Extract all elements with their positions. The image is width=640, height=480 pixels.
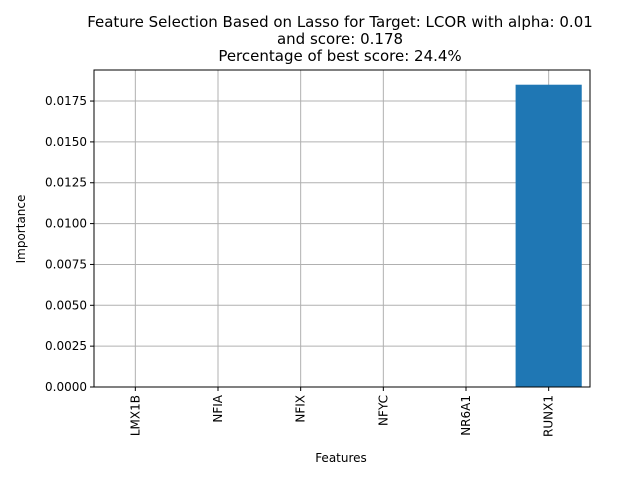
chart-title-line-1: Feature Selection Based on Lasso for Tar… (87, 13, 593, 31)
chart-title-line-3: Percentage of best score: 24.4% (218, 47, 461, 65)
y-tick-label: 0.0025 (45, 339, 87, 353)
chart-title-line-2: and score: 0.178 (277, 30, 403, 48)
x-tick-label: NR6A1 (459, 395, 473, 436)
y-tick-label: 0.0125 (45, 176, 87, 190)
bar-runx1 (515, 84, 582, 388)
y-axis-ticks: 0.0000 0.0025 0.0050 0.0075 0.0100 0.0125 0.01… (45, 94, 94, 394)
y-tick-label: 0.0050 (45, 298, 87, 312)
y-tick-label: 0.0175 (45, 94, 87, 108)
chart-title: Feature Selection Based on Lasso for Tar… (87, 13, 593, 65)
y-tick-label: 0.0000 (45, 380, 87, 394)
x-tick-label: NFIA (211, 394, 225, 422)
y-tick-label: 0.0075 (45, 257, 87, 271)
y-tick-label: 0.0100 (45, 217, 87, 231)
x-tick-label: LMX1B (128, 395, 142, 436)
x-tick-label: NFIX (294, 395, 308, 423)
y-axis-label: Importance (14, 195, 28, 264)
plot-area-frame (93, 69, 591, 388)
x-tick-label: NFYC (376, 395, 390, 426)
bar-layer (515, 84, 582, 388)
x-tick-label: RUNX1 (542, 395, 556, 437)
x-axis-label: Features (315, 451, 367, 465)
y-tick-label: 0.0150 (45, 135, 87, 149)
x-axis-ticks: LMX1B NFIA NFIX NFYC NR6A1 RUNX1 (128, 387, 556, 437)
